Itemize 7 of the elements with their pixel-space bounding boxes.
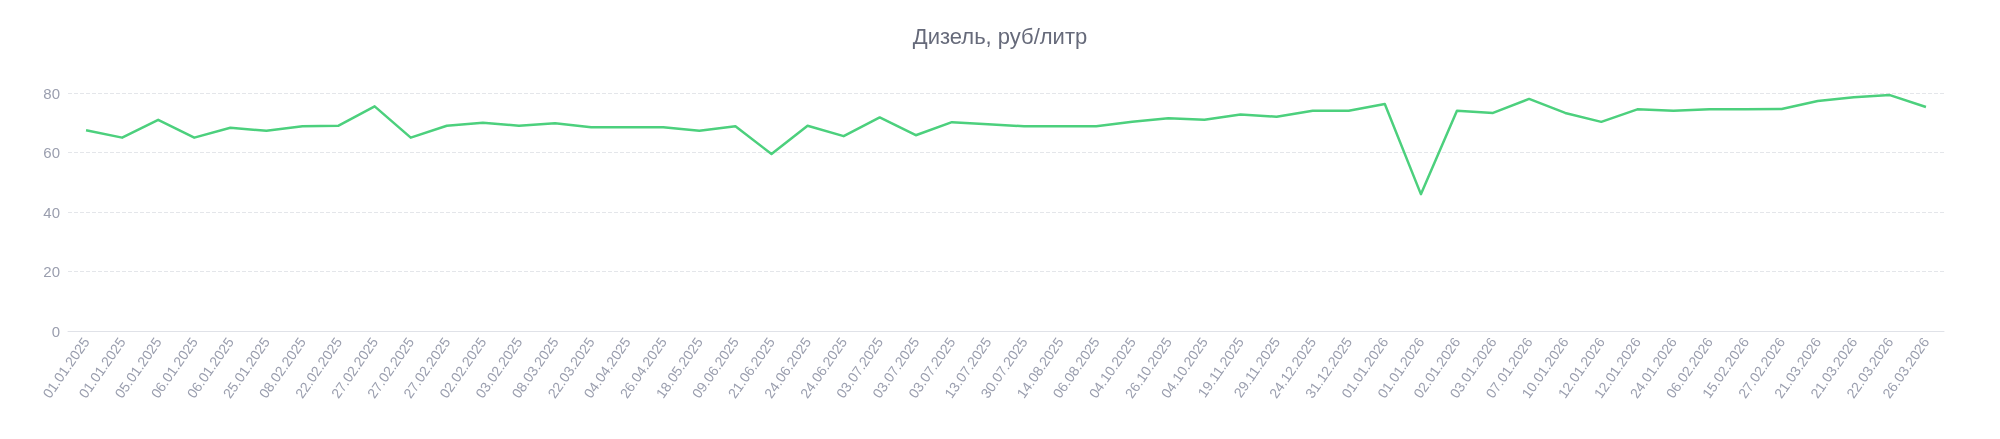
y-tick-label: 40 [43, 203, 60, 221]
y-tick-label: 0 [51, 322, 60, 340]
y-tick-label: 80 [43, 84, 60, 102]
chart-title: Дизель, руб/литр [912, 23, 1088, 49]
y-tick-label: 60 [43, 144, 60, 161]
y-tick-label: 20 [43, 263, 60, 280]
line-series [84, 93, 1928, 196]
